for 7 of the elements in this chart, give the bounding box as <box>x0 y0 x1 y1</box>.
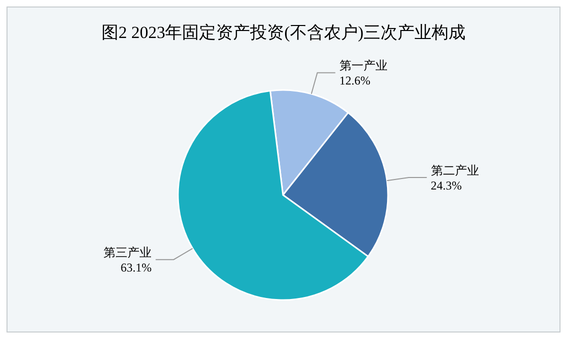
data-label: 63.1% <box>120 260 152 275</box>
slice-label: 第一产业 <box>339 58 388 73</box>
data-label: 12.6% <box>339 74 370 88</box>
chart-title: 图2 2023年固定资产投资(不含农户)三次产业构成 <box>101 23 466 42</box>
slice-label: 第二产业 <box>430 164 479 178</box>
slice-label: 第三产业 <box>104 246 152 260</box>
data-label: 24.3% <box>430 178 462 193</box>
